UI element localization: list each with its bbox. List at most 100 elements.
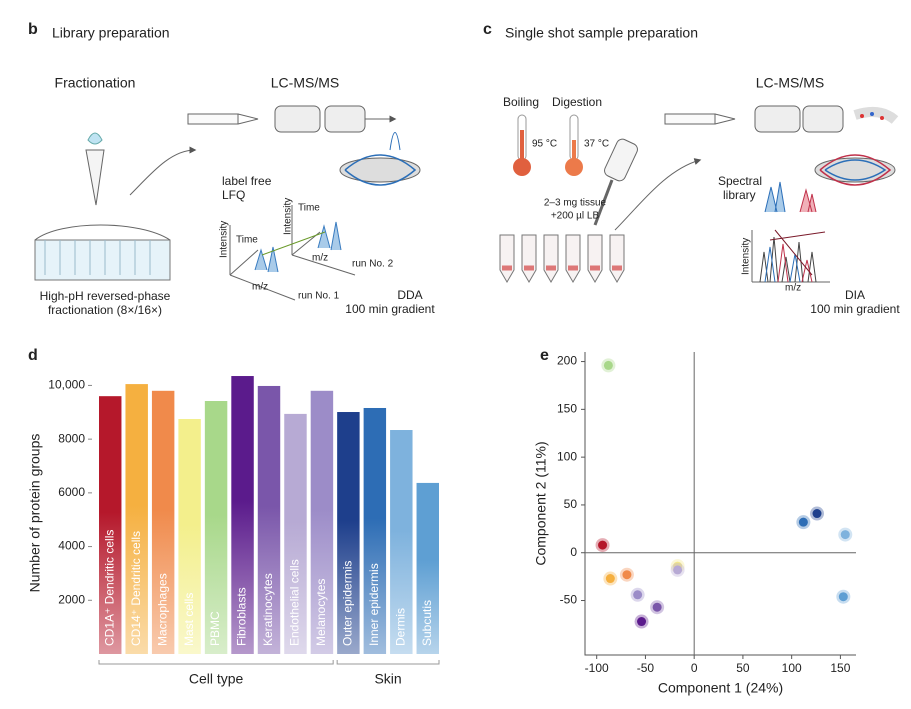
x-tick-label: 0: [691, 661, 698, 675]
point: [630, 587, 645, 602]
bar-label: Subcutis: [420, 600, 434, 646]
bar: [390, 430, 413, 654]
annotation: LFQ: [222, 188, 245, 202]
y-axis-title: Number of protein groups: [27, 434, 43, 593]
bar: [337, 412, 360, 654]
y-tick-label: 200: [557, 354, 577, 368]
panel-label: b: [28, 21, 38, 38]
panel-title: Library preparation: [52, 25, 170, 41]
bar-label: Fibroblasts: [235, 587, 249, 646]
step-label: Boiling: [503, 95, 539, 109]
run-label: run No. 2: [352, 259, 394, 270]
x-tick-label: 50: [736, 661, 750, 675]
annotation: 100 min gradient: [345, 302, 435, 316]
plate: [34, 224, 171, 281]
step-label: Digestion: [552, 95, 602, 109]
point: [650, 600, 665, 615]
panel-label: c: [483, 21, 492, 38]
bar: [125, 384, 148, 654]
annotation: fractionation (8×/16×): [48, 303, 162, 317]
bar: [363, 407, 387, 654]
run-label: run No. 1: [298, 291, 340, 302]
bar: [204, 401, 228, 654]
y-tick-label: 100: [557, 449, 577, 463]
annotation: High-pH reversed-phase: [40, 289, 171, 303]
point: [634, 614, 649, 629]
point: [619, 567, 634, 582]
annotation: 2–3 mg tissue: [544, 198, 607, 209]
temperature: 95 °C: [532, 139, 557, 150]
point: [670, 562, 685, 577]
axis-label: Intensity: [219, 221, 230, 258]
y-axis-title: Component 2 (11%): [533, 441, 549, 565]
x-tick-label: 100: [782, 661, 802, 675]
bar-label: CD1A⁺ Dendritic cells: [102, 530, 116, 646]
bar: [257, 385, 281, 654]
x-tick-label: 150: [830, 661, 850, 675]
bar-label: Outer epidermis: [341, 561, 355, 646]
bar-label: Inner epidermis: [367, 563, 381, 646]
arrow: [614, 158, 702, 231]
fraction-tube: [85, 132, 105, 206]
annotation: DDA: [397, 288, 422, 302]
bar: [178, 419, 201, 654]
bar-label: Mast cells: [182, 593, 196, 646]
x-tick-label: -100: [585, 661, 609, 675]
bar: [310, 390, 334, 654]
y-tick-label: 0: [570, 545, 577, 559]
y-tick-label: 6000: [58, 485, 85, 499]
step-label: Fractionation: [55, 75, 136, 91]
step-label: LC-MS/MS: [271, 75, 339, 91]
x-axis-title: Component 1 (24%): [658, 680, 783, 696]
axis-label: m/z: [252, 282, 268, 293]
y-tick-label: -50: [560, 593, 578, 607]
bar-label: Endothelial cells: [288, 559, 302, 646]
y-tick-label: 10,000: [48, 378, 85, 392]
lfq-plots: [229, 205, 356, 301]
x-tick-label: -50: [637, 661, 655, 675]
point: [595, 538, 610, 553]
group-bracket: [98, 660, 334, 665]
axis-label: m/z: [312, 253, 328, 264]
point: [603, 571, 618, 586]
annotation: 100 min gradient: [810, 302, 900, 316]
bar-label: Keratinocytes: [261, 573, 275, 646]
axis-label: Time: [236, 235, 258, 246]
y-tick-label: 4000: [58, 539, 85, 553]
group-label: Cell type: [189, 671, 244, 687]
ms-instrument: [664, 105, 899, 186]
panel-title: Single shot sample preparation: [505, 25, 698, 41]
step-label: LC-MS/MS: [756, 75, 824, 91]
y-tick-label: 8000: [58, 431, 85, 445]
axis-label: Time: [298, 203, 320, 214]
point: [836, 589, 851, 604]
axis-label: m/z: [785, 283, 801, 294]
temperature: 37 °C: [584, 139, 609, 150]
sample-tubes: [499, 234, 625, 283]
bar-label: Melanocytes: [314, 579, 328, 646]
homogenizer: [593, 138, 638, 226]
annotation: library: [723, 188, 756, 202]
bar: [231, 376, 254, 654]
annotation: DIA: [845, 288, 865, 302]
group-label: Skin: [374, 671, 401, 687]
panel-label: d: [28, 347, 38, 364]
bar-label: Macrophages: [155, 573, 169, 646]
bar-label: CD14⁺ Dendritic cells: [129, 531, 143, 646]
bar-label: Dermis: [393, 608, 407, 646]
spectra: [751, 181, 830, 283]
bar: [99, 396, 122, 654]
point: [796, 515, 811, 530]
bar: [284, 413, 307, 654]
ms-instrument: [187, 105, 421, 186]
panel-b: b Library preparation Fractionation LC-M…: [28, 21, 435, 317]
bar: [151, 390, 175, 654]
arrow: [129, 146, 197, 196]
panel-c: c Single shot sample preparation Boiling…: [483, 21, 900, 316]
axis-label: Intensity: [283, 198, 294, 235]
y-tick-label: 50: [564, 497, 578, 511]
point: [810, 506, 825, 521]
annotation: label free: [222, 174, 272, 188]
axes: [584, 352, 856, 656]
